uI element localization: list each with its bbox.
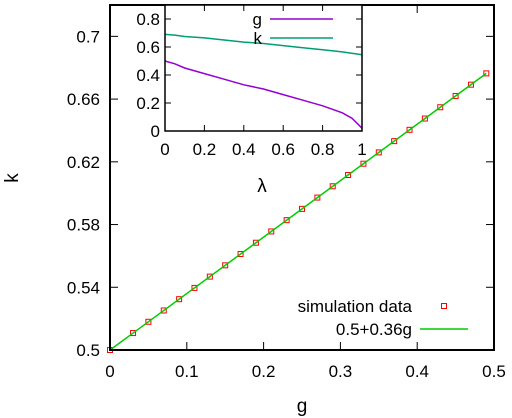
inset-y-tick-label: 0.8 (136, 10, 160, 29)
main-data-point (299, 205, 305, 212)
inset-legend-label: k (254, 29, 263, 48)
inset-plot: 0 0.2 0.4 0.6 0.8 1 0 0.2 0.4 0.6 0.8 λ gk (136, 4, 367, 197)
inset-x-axis-label: λ (257, 176, 267, 197)
main-data-point (283, 217, 290, 224)
inset-x-tick-label: 0.4 (232, 140, 256, 159)
main-data-point (145, 318, 152, 325)
inset-x-tick-label: 0.8 (311, 140, 335, 159)
main-data-point (483, 70, 490, 77)
inset-y-tick-label: 0 (151, 122, 160, 141)
main-y-tick-label: 0.66 (67, 90, 100, 109)
main-data-point (176, 296, 183, 303)
main-data-point (452, 92, 459, 99)
main-x-axis-label: g (297, 396, 308, 417)
main-x-tick-label: 0.4 (405, 362, 429, 381)
main-x-tick-label: 0.1 (175, 362, 199, 381)
main-y-axis-label: k (2, 173, 23, 183)
main-data-point (314, 194, 321, 201)
main-data-point (345, 171, 352, 178)
inset-y-tick-label: 0.4 (136, 66, 160, 85)
inset-x-tick-label: 0.2 (193, 140, 217, 159)
inset-series-line-k (164, 33, 363, 56)
inset-plot-frame (164, 4, 363, 132)
main-data-point (160, 307, 167, 314)
main-data-point (252, 239, 259, 246)
main-data-point (421, 115, 428, 122)
main-data-point (406, 126, 413, 133)
main-data-point (375, 149, 382, 156)
inset-x-tick-label: 1 (357, 140, 366, 159)
main-data-point (222, 262, 229, 269)
main-y-tick-label: 0.54 (67, 278, 100, 297)
main-y-tick-label: 0.62 (67, 153, 100, 172)
main-data-point (329, 183, 336, 190)
main-series-line-0-5-0-36g (109, 72, 487, 351)
main-data-point (467, 81, 474, 88)
main-x-tick-label: 0.5 (482, 362, 506, 381)
inset-legend-label: g (253, 10, 262, 29)
main-data-point (130, 330, 137, 337)
main-data-point (206, 273, 213, 280)
inset-series-line-g (164, 60, 363, 129)
inset-y-tick-label: 0.2 (136, 94, 160, 113)
main-x-tick-label: 0 (105, 362, 114, 381)
main-x-tick-label: 0.2 (252, 362, 276, 381)
main-data-point (268, 228, 275, 235)
inset-x-tick-label: 0.6 (271, 140, 295, 159)
main-legend-label: 0.5+0.36g (336, 320, 412, 339)
inset-x-tick-label: 0 (160, 140, 169, 159)
main-legend-marker (441, 303, 447, 309)
main-data-point (237, 251, 244, 258)
main-x-tick-label: 0.3 (329, 362, 353, 381)
main-y-tick-label: 0.5 (76, 341, 100, 360)
main-data-point (437, 104, 444, 111)
main-data-point (191, 284, 198, 291)
main-legend-label: simulation data (298, 297, 413, 316)
inset-y-tick-label: 0.6 (136, 38, 160, 57)
main-y-tick-label: 0.58 (67, 216, 100, 235)
main-data-point (360, 160, 367, 167)
main-data-point (391, 138, 398, 145)
main-y-tick-label: 0.7 (76, 27, 100, 46)
inset-plot-area (165, 5, 362, 131)
